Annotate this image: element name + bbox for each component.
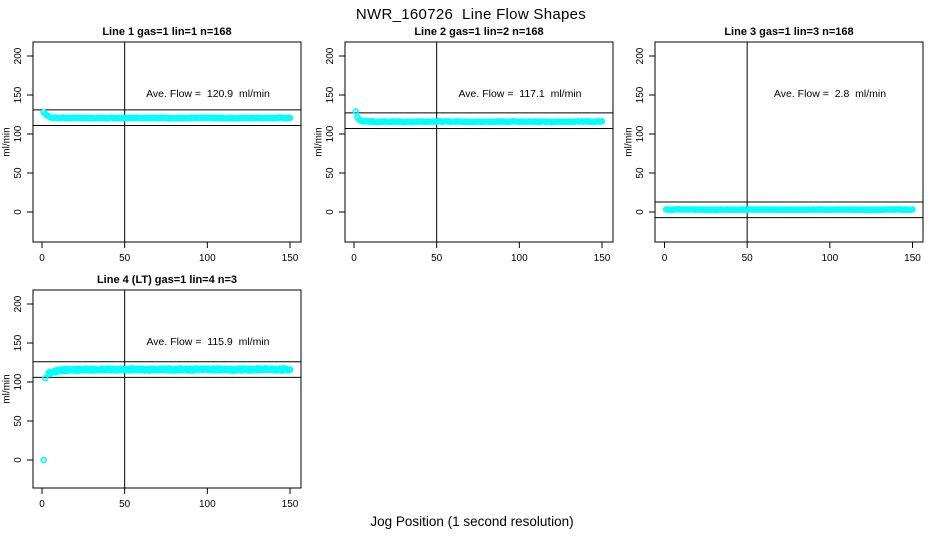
x-tick-label: 100 [821, 253, 838, 264]
y-tick-label: 100 [635, 125, 646, 142]
x-tick-label: 150 [594, 253, 611, 264]
y-tick-label: 150 [13, 86, 24, 103]
y-tick-label: 50 [325, 167, 336, 179]
panel1-title: Line 1 gas=1 lin=1 n=168 [102, 26, 232, 38]
x-tick-label: 50 [431, 253, 443, 264]
y-tick-label: 0 [325, 209, 336, 215]
y-tick-label: 200 [13, 47, 24, 64]
y-tick-label: 200 [635, 47, 646, 64]
data-point [909, 206, 916, 213]
plot-box [654, 41, 924, 243]
x-tick-label: 50 [742, 253, 754, 264]
panel3-ave-flow-annotation: Ave. Flow = 2.8 ml/min [773, 88, 887, 100]
data-point [598, 118, 606, 125]
data-point [286, 114, 294, 122]
x-tick-label: 0 [39, 253, 45, 264]
plot-box [32, 41, 302, 243]
x-tick-label: 150 [904, 253, 921, 264]
y-tick-label: 150 [325, 86, 336, 103]
y-tick-label: 100 [325, 125, 336, 142]
x-tick-label: 100 [511, 253, 528, 264]
x-tick-label: 0 [662, 253, 668, 264]
plot-box [344, 41, 614, 243]
x-tick-label: 150 [282, 253, 299, 264]
y-tick-label: 0 [635, 209, 646, 215]
y-tick-label: 50 [13, 415, 24, 427]
plot-box [32, 289, 302, 489]
x-tick-label: 150 [282, 499, 299, 510]
figure-title: NWR_160726 Line Flow Shapes [355, 6, 587, 23]
panel3-title: Line 3 gas=1 lin=3 n=168 [724, 26, 854, 38]
x-tick-label: 0 [351, 253, 357, 264]
x-tick-label: 100 [199, 253, 216, 264]
y-tick-label: 150 [635, 86, 646, 103]
y-tick-label: 100 [13, 373, 24, 390]
data-point [352, 108, 359, 115]
x-tick-label: 50 [119, 253, 131, 264]
y-tick-label: 50 [635, 167, 646, 179]
x-tick-label: 0 [39, 499, 45, 510]
panel2-ave-flow-annotation: Ave. Flow = 117.1 ml/min [458, 88, 582, 100]
x-tick-label: 100 [199, 499, 216, 510]
panel4-title: Line 4 (LT) gas=1 lin=4 n=3 [96, 274, 238, 286]
y-tick-label: 50 [13, 167, 24, 179]
y-tick-label: 0 [13, 457, 24, 463]
panel4-ave-flow-annotation: Ave. Flow = 115.9 ml/min [146, 336, 270, 348]
outlier-point [40, 456, 47, 464]
x-axis-title: Jog Position (1 second resolution) [370, 514, 574, 529]
x-tick-label: 50 [119, 499, 131, 510]
y-tick-label: 150 [13, 334, 24, 351]
outlier-point [42, 374, 49, 382]
data-point [286, 366, 294, 373]
panel2-title: Line 2 gas=1 lin=2 n=168 [414, 26, 544, 38]
y-tick-label: 200 [325, 47, 336, 64]
y-tick-label: 200 [13, 295, 24, 312]
y-tick-label: 100 [13, 125, 24, 142]
y-tick-label: 0 [13, 209, 24, 215]
panel1-ave-flow-annotation: Ave. Flow = 120.9 ml/min [146, 88, 270, 100]
